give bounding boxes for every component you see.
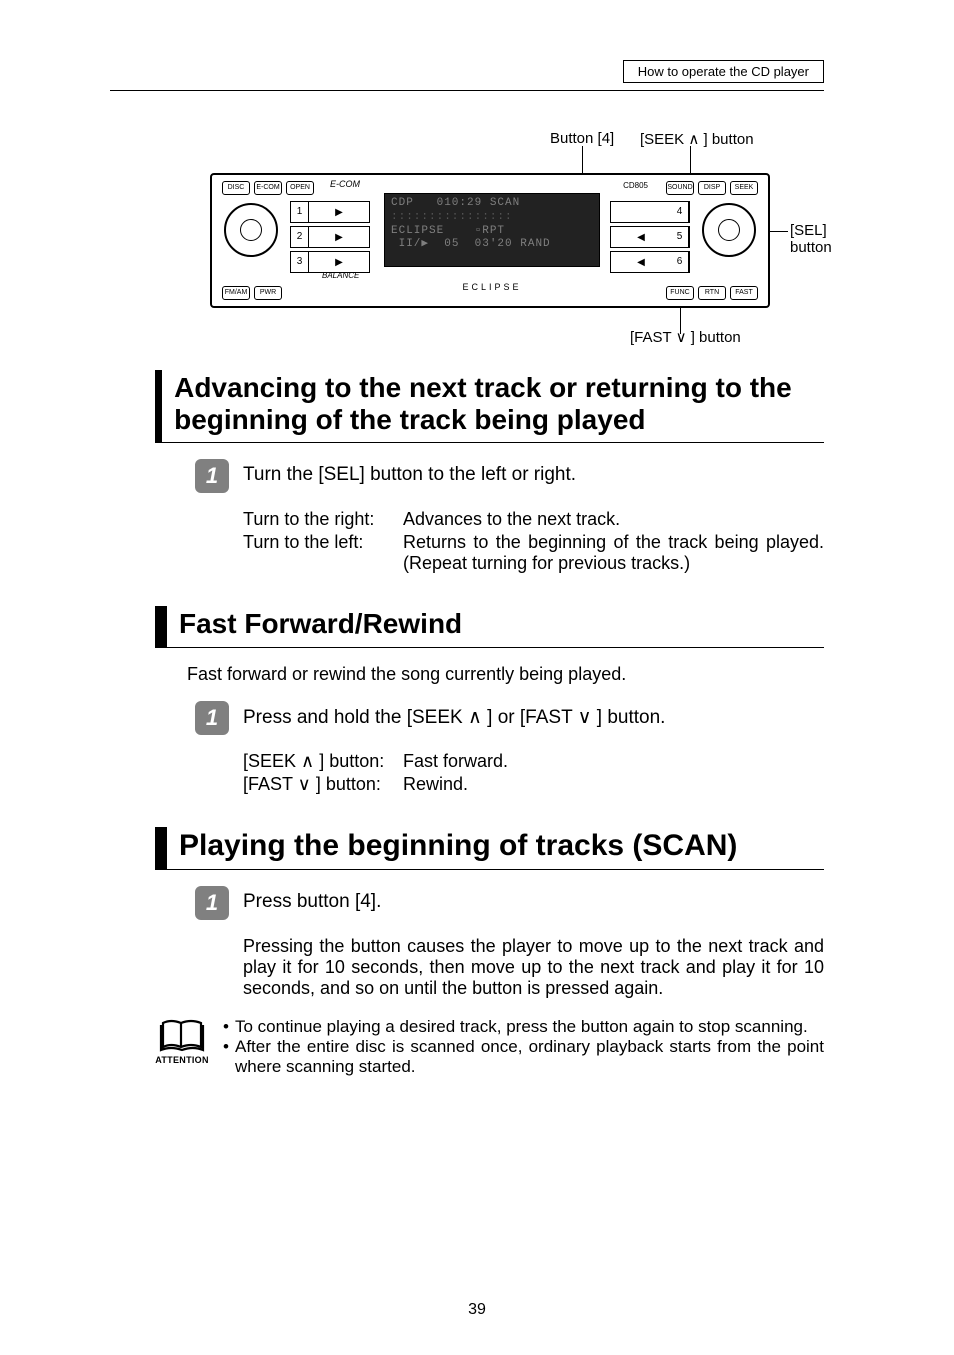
callout-button4: Button [4] [550, 130, 614, 147]
preset-4: 4 [610, 201, 690, 223]
device-faceplate: E-COM CD805 BALANCE DISC E-COM OPEN SOUN… [210, 173, 770, 308]
preset-col-right: 4 ◀5 ◀6 [610, 201, 690, 273]
page-number: 39 [0, 1301, 954, 1319]
sound-button: SOUND [666, 181, 694, 195]
step-instruction: Press and hold the [SEEK ∧ ] or [FAST ∨ … [243, 701, 665, 729]
heading-bar [155, 370, 162, 442]
fmam-button: FM/AM [222, 286, 250, 300]
definition-key: Turn to the left: [243, 532, 403, 574]
section-title: Advancing to the next track or returning… [174, 370, 824, 442]
fast-button: FAST [730, 286, 758, 300]
step-number-badge: 1 [195, 886, 229, 920]
device-model: CD805 [623, 181, 648, 190]
bottom-left-button-row: FM/AM PWR [222, 286, 282, 300]
header-rule [110, 90, 824, 91]
callout-seek-button: [SEEK ∧ ] button [640, 130, 754, 148]
rtn-button: RTN [698, 286, 726, 300]
section-heading: Playing the beginning of tracks (SCAN) [155, 827, 824, 871]
step: 1 Press button [4]. [195, 886, 824, 920]
section-heading: Fast Forward/Rewind [155, 606, 824, 647]
lcd-display: CDP 010:29 SCAN :::::::::::::::: ECLIPSE… [384, 193, 600, 267]
bullet-item: • After the entire disc is scanned once,… [223, 1037, 824, 1077]
section-intro: Fast forward or rewind the song currentl… [187, 664, 824, 685]
bullet-dot: • [223, 1017, 235, 1037]
step-instruction: Turn the [SEL] button to the left or rig… [243, 459, 576, 486]
ecom-button: E-COM [254, 181, 282, 195]
display-line: CDP 010:29 SCAN [391, 197, 593, 211]
section-body: Pressing the button causes the player to… [243, 936, 824, 999]
bullet-text: After the entire disc is scanned once, o… [235, 1037, 824, 1077]
leader-line [680, 308, 681, 334]
definition-key: [FAST ∨ ] button: [243, 774, 403, 795]
func-button: FUNC [666, 286, 694, 300]
device-diagram: Button [4] [SEEK ∧ ] button [SEL] button… [210, 130, 830, 360]
attention-block: ATTENTION • To continue playing a desire… [155, 1017, 824, 1077]
definition-row: Turn to the right: Advances to the next … [243, 509, 824, 530]
bullet-dot: • [223, 1037, 235, 1077]
bottom-right-button-row: FUNC RTN FAST [666, 286, 758, 300]
attention-caption: ATTENTION [155, 1055, 209, 1065]
leader-line [770, 231, 788, 232]
callout-fast-button: [FAST ∨ ] button [630, 328, 741, 346]
definition-value: Rewind. [403, 774, 824, 795]
step: 1 Press and hold the [SEEK ∧ ] or [FAST … [195, 701, 824, 735]
definition-value: Returns to the beginning of the track be… [403, 532, 824, 574]
section-heading: Advancing to the next track or returning… [155, 370, 824, 443]
definition-list: [SEEK ∧ ] button: Fast forward. [FAST ∨ … [243, 751, 824, 795]
top-left-button-row: DISC E-COM OPEN [222, 181, 314, 195]
step-number-badge: 1 [195, 701, 229, 735]
definition-list: Turn to the right: Advances to the next … [243, 509, 824, 574]
bullet-item: • To continue playing a desired track, p… [223, 1017, 824, 1037]
content-body: Advancing to the next track or returning… [155, 370, 824, 1077]
disp-button: DISP [698, 181, 726, 195]
bullet-text: To continue playing a desired track, pre… [235, 1017, 808, 1037]
preset-1: 1▶ [290, 201, 370, 223]
definition-row: [SEEK ∧ ] button: Fast forward. [243, 751, 824, 772]
heading-bar [155, 827, 167, 870]
step: 1 Turn the [SEL] button to the left or r… [195, 459, 824, 493]
section-title: Fast Forward/Rewind [179, 606, 462, 646]
display-line: ECLIPSE ▫RPT [391, 225, 593, 239]
callout-sel-l2: button [790, 239, 832, 256]
definition-value: Fast forward. [403, 751, 824, 772]
step-number-badge: 1 [195, 459, 229, 493]
page: How to operate the CD player Button [4] … [0, 0, 954, 1355]
display-dotline: :::::::::::::::: [391, 211, 593, 225]
attention-icon: ATTENTION [155, 1017, 209, 1065]
header-section-box: How to operate the CD player [623, 60, 824, 83]
section-title: Playing the beginning of tracks (SCAN) [179, 827, 737, 870]
book-icon [159, 1017, 205, 1053]
step-instruction: Press button [4]. [243, 886, 381, 913]
attention-bullets: • To continue playing a desired track, p… [223, 1017, 824, 1077]
definition-value: Advances to the next track. [403, 509, 824, 530]
callout-sel-button: [SEL] button [790, 223, 832, 256]
seek-button: SEEK [730, 181, 758, 195]
heading-bar [155, 606, 167, 646]
volume-knob [224, 203, 278, 257]
definition-key: Turn to the right: [243, 509, 403, 530]
definition-row: [FAST ∨ ] button: Rewind. [243, 774, 824, 795]
preset-5: ◀5 [610, 226, 690, 248]
definition-row: Turn to the left: Returns to the beginni… [243, 532, 824, 574]
callout-sel-l1: [SEL] [790, 222, 827, 239]
device-brand: ECLIPSE [384, 282, 600, 292]
display-line: II/▶ 05 03'20 RAND [391, 238, 593, 252]
preset-6: ◀6 [610, 251, 690, 273]
preset-col-left: 1▶ 2▶ 3▶ [290, 201, 370, 273]
top-right-button-row: SOUND DISP SEEK [666, 181, 758, 195]
pwr-button: PWR [254, 286, 282, 300]
open-button: OPEN [286, 181, 314, 195]
device-wordmark: E-COM [330, 179, 360, 189]
sel-knob [702, 203, 756, 257]
definition-key: [SEEK ∧ ] button: [243, 751, 403, 772]
disc-button: DISC [222, 181, 250, 195]
preset-3: 3▶ [290, 251, 370, 273]
preset-2: 2▶ [290, 226, 370, 248]
